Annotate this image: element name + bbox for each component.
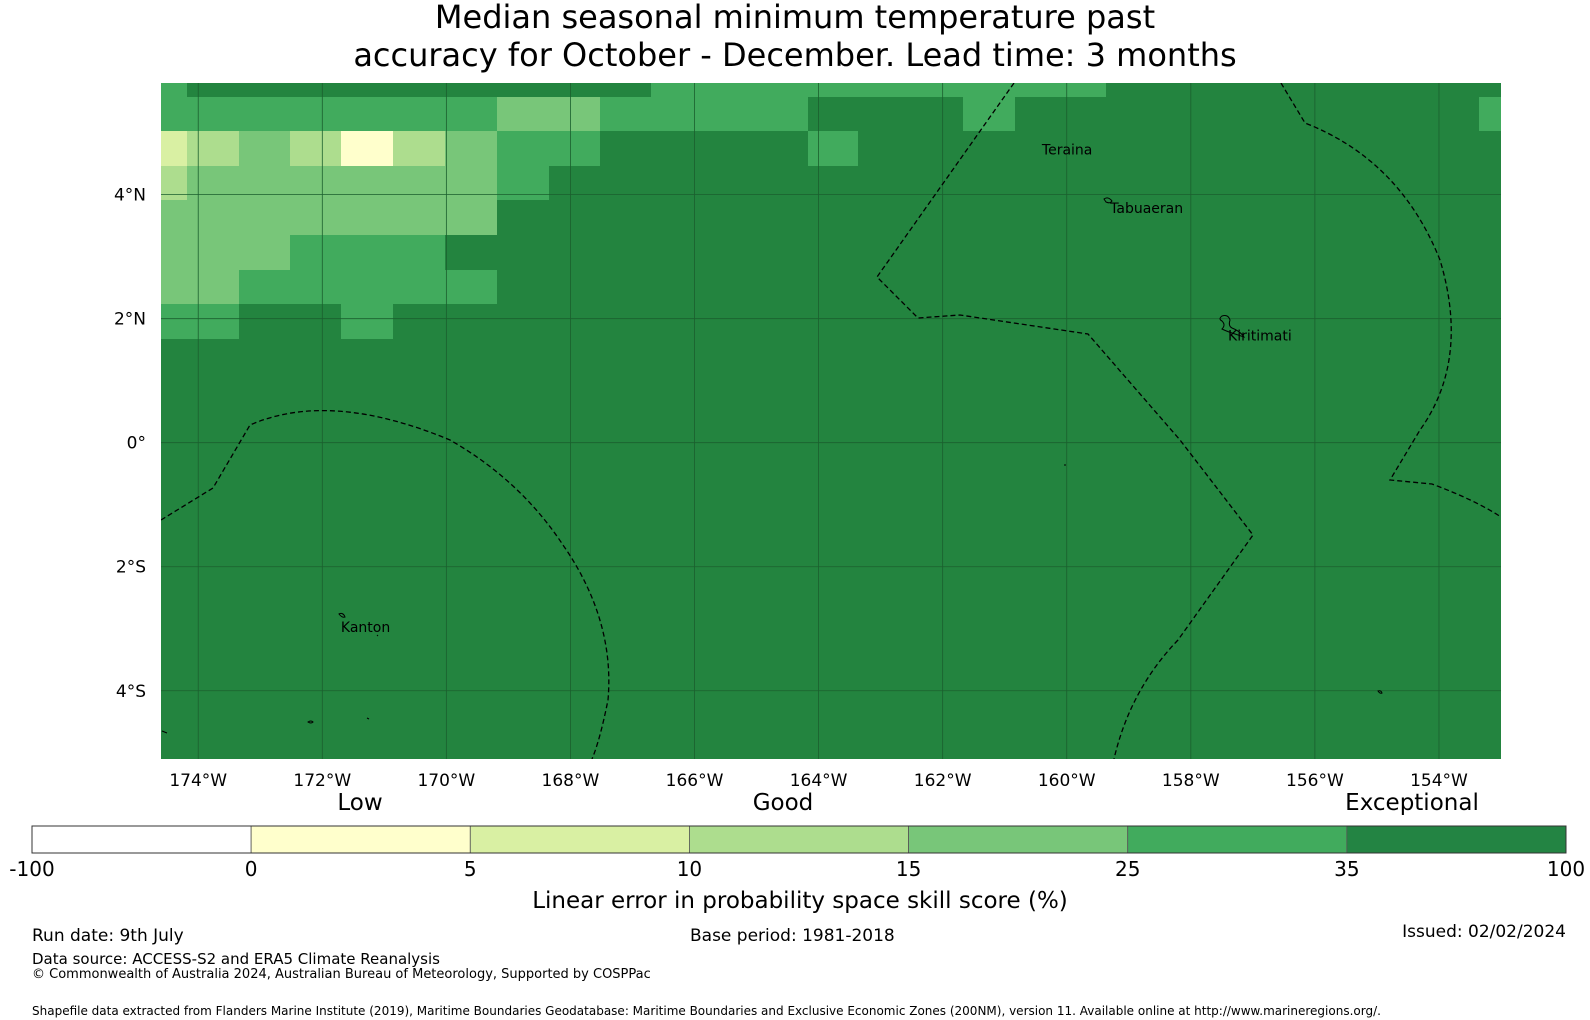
place-label: Kanton bbox=[341, 620, 390, 636]
island-small-1 bbox=[307, 720, 314, 724]
colorbar-tick-label: 35 bbox=[1334, 857, 1359, 881]
colorbar-swatches bbox=[31, 825, 1567, 854]
colorbar-swatch bbox=[250, 825, 471, 854]
colorbar-outline bbox=[31, 825, 1567, 854]
latitude-tick-label: 4°S bbox=[116, 682, 146, 702]
run-date: Run date: 9th July bbox=[32, 926, 184, 946]
latitude-tick-label: 0° bbox=[127, 434, 146, 454]
place-label: Kiritimati bbox=[1228, 328, 1292, 344]
graticule bbox=[161, 83, 1501, 759]
colorbar-axis-label: Linear error in probability space skill … bbox=[532, 888, 1068, 914]
colorbar-swatch bbox=[1346, 825, 1567, 854]
longitude-tick-label: 156°W bbox=[1286, 771, 1344, 791]
map-title-line-1: Median seasonal minimum temperature past bbox=[434, 0, 1156, 36]
colorbar-tick-label: 10 bbox=[677, 857, 702, 881]
latitude-tick-label: 2°N bbox=[114, 310, 146, 330]
colorbar-tick-labels: -100 0 5 10 15 25 35 100 bbox=[9, 857, 1585, 881]
longitude-tick-label: 164°W bbox=[790, 771, 848, 791]
shapefile-credit: Shapefile data extracted from Flanders M… bbox=[32, 1004, 1381, 1018]
colorbar-tick-label: 5 bbox=[464, 857, 477, 881]
place-label: Tabuaeran bbox=[1109, 201, 1183, 217]
map-panel: Teraina Tabuaeran Kiritimati Kanton bbox=[161, 83, 1501, 759]
island-small-3 bbox=[161, 730, 168, 734]
place-labels: Teraina Tabuaeran Kiritimati Kanton bbox=[341, 142, 1292, 636]
longitude-tick-label: 154°W bbox=[1410, 771, 1468, 791]
base-period: Base period: 1981-2018 bbox=[690, 926, 895, 946]
latitude-tick-label: 4°N bbox=[114, 186, 146, 206]
colorbar-swatch bbox=[469, 825, 690, 854]
longitude-tick-label: 168°W bbox=[542, 771, 600, 791]
eez-boundary-kanton bbox=[161, 409, 610, 759]
colorbar-swatch bbox=[1127, 825, 1348, 854]
island-kanton bbox=[338, 612, 346, 618]
longitude-tick-label: 158°W bbox=[1162, 771, 1220, 791]
copyright: © Commonwealth of Australia 2024, Austra… bbox=[32, 967, 651, 982]
eez-boundary-line-islands-north bbox=[876, 83, 1254, 759]
island-tabuaeran bbox=[1103, 197, 1113, 204]
eez-boundary-kiritimati-east bbox=[1280, 83, 1501, 518]
longitude-tick-label: 172°W bbox=[293, 771, 351, 791]
legend-category-low: Low bbox=[337, 790, 382, 816]
colorbar-tick-label: 25 bbox=[1115, 857, 1140, 881]
latitude-tick-label: 2°S bbox=[116, 558, 146, 578]
issued-date: Issued: 02/02/2024 bbox=[1402, 922, 1566, 942]
legend-category-good: Good bbox=[753, 790, 814, 816]
colorbar-swatch bbox=[31, 825, 252, 854]
skill-score-cells bbox=[161, 83, 1501, 339]
longitude-tick-label: 160°W bbox=[1038, 771, 1096, 791]
longitude-tick-labels: 174°W 172°W 170°W 168°W 166°W 164°W 162°W 160°W… bbox=[169, 771, 1468, 791]
coastlines bbox=[161, 197, 1383, 734]
island-small-4 bbox=[366, 717, 370, 720]
latitude-tick-labels: 4°N 2°N 0° 2°S 4°S bbox=[114, 186, 146, 702]
eez-boundaries bbox=[161, 83, 1501, 759]
island-small-5 bbox=[376, 634, 379, 637]
island-small-2 bbox=[1377, 690, 1383, 694]
longitude-tick-label: 170°W bbox=[417, 771, 475, 791]
longitude-tick-label: 174°W bbox=[169, 771, 227, 791]
colorbar-tick-label: 100 bbox=[1547, 857, 1585, 881]
colorbar-tick-label: 15 bbox=[896, 857, 921, 881]
map-title-line-2: accuracy for October - December. Lead ti… bbox=[353, 36, 1237, 74]
place-label: Teraina bbox=[1041, 142, 1092, 158]
island-kiritimati bbox=[1219, 315, 1246, 338]
legend-category-exceptional: Exceptional bbox=[1345, 790, 1479, 816]
data-source: Data source: ACCESS-S2 and ERA5 Climate … bbox=[32, 950, 440, 968]
colorbar-swatch bbox=[689, 825, 909, 854]
longitude-tick-label: 166°W bbox=[666, 771, 724, 791]
longitude-tick-label: 162°W bbox=[914, 771, 972, 791]
colorbar-legend: Low Good Exceptional -100 0 5 10 15 25 35 100 L… bbox=[9, 790, 1585, 914]
colorbar-swatch bbox=[908, 825, 1129, 854]
colorbar-tick-label: -100 bbox=[9, 857, 54, 881]
colorbar-tick-label: 0 bbox=[245, 857, 258, 881]
